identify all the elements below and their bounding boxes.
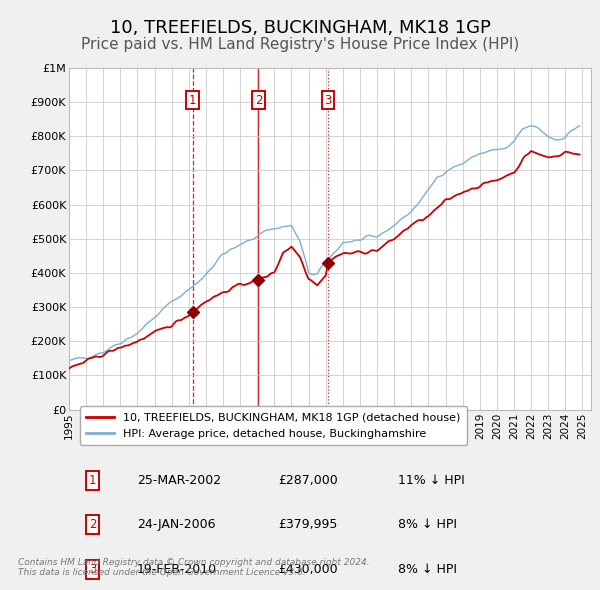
Text: 8% ↓ HPI: 8% ↓ HPI [398,519,457,532]
Text: Contains HM Land Registry data © Crown copyright and database right 2024.
This d: Contains HM Land Registry data © Crown c… [18,558,370,577]
Text: 25-MAR-2002: 25-MAR-2002 [137,474,221,487]
Text: £430,000: £430,000 [278,563,337,576]
Text: 19-FEB-2010: 19-FEB-2010 [137,563,217,576]
Text: £379,995: £379,995 [278,519,337,532]
Text: 10, TREEFIELDS, BUCKINGHAM, MK18 1GP: 10, TREEFIELDS, BUCKINGHAM, MK18 1GP [110,19,490,37]
Text: Price paid vs. HM Land Registry's House Price Index (HPI): Price paid vs. HM Land Registry's House … [81,37,519,51]
Text: 1: 1 [89,474,96,487]
Text: £287,000: £287,000 [278,474,338,487]
Text: 11% ↓ HPI: 11% ↓ HPI [398,474,464,487]
Text: 2: 2 [255,94,262,107]
Text: 1: 1 [189,94,196,107]
Text: 24-JAN-2006: 24-JAN-2006 [137,519,215,532]
Text: 3: 3 [89,563,96,576]
Text: 3: 3 [324,94,332,107]
Text: 8% ↓ HPI: 8% ↓ HPI [398,563,457,576]
Legend: 10, TREEFIELDS, BUCKINGHAM, MK18 1GP (detached house), HPI: Average price, detac: 10, TREEFIELDS, BUCKINGHAM, MK18 1GP (de… [80,407,467,445]
Text: 2: 2 [89,519,96,532]
